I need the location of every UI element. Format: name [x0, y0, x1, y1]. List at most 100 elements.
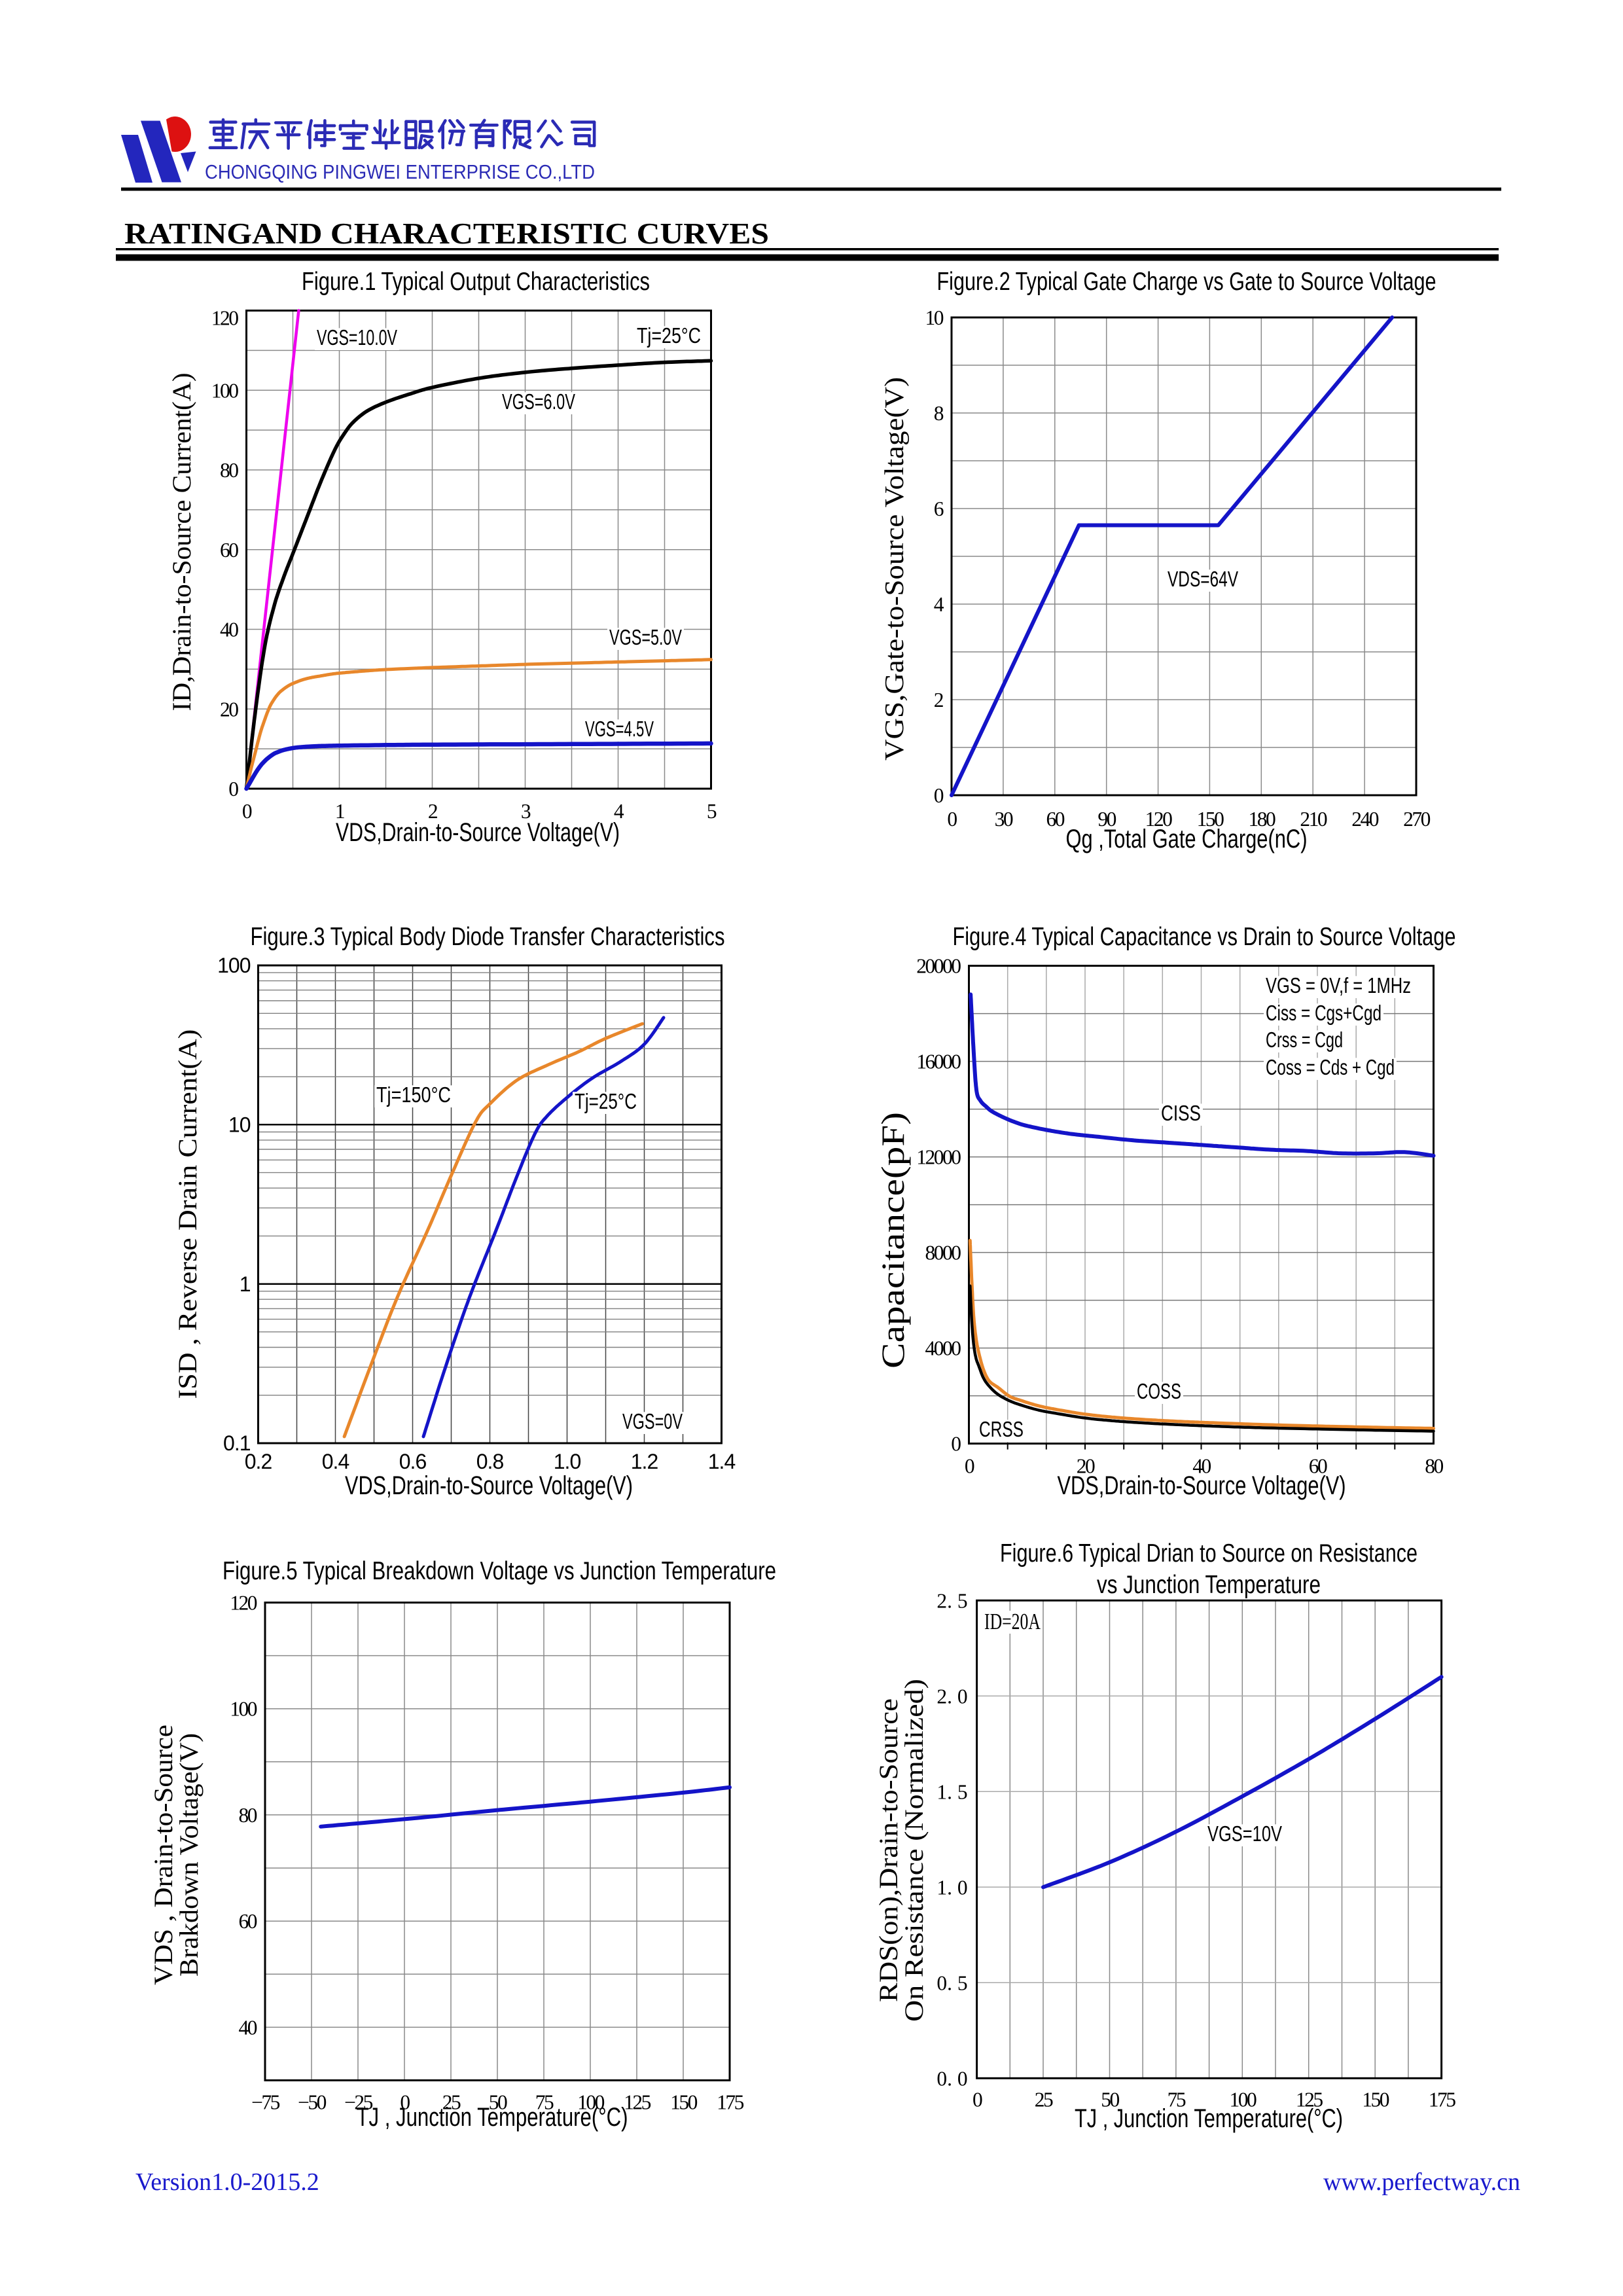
svg-text:50: 50 — [489, 2091, 507, 2114]
svg-text:Brakdown Voltage(V): Brakdown Voltage(V) — [174, 1733, 204, 1977]
svg-text:0. 0: 0. 0 — [936, 2067, 967, 2090]
svg-text:2: 2 — [428, 800, 438, 823]
svg-text:12000: 12000 — [916, 1146, 961, 1169]
svg-text:1.4: 1.4 — [708, 1450, 736, 1473]
svg-text:240: 240 — [1351, 808, 1379, 831]
svg-text:16000: 16000 — [916, 1050, 961, 1073]
svg-text:80: 80 — [1425, 1455, 1443, 1478]
svg-text:TJ , Junction Temperature(°C): TJ , Junction Temperature(°C) — [357, 2103, 628, 2132]
svg-text:VGS=6.0V: VGS=6.0V — [502, 389, 575, 414]
svg-text:100: 100 — [1229, 2088, 1257, 2111]
svg-text:20000: 20000 — [916, 955, 961, 978]
svg-text:80: 80 — [220, 459, 238, 482]
svg-text:0.1: 0.1 — [223, 1431, 251, 1455]
svg-text:30: 30 — [995, 808, 1013, 831]
svg-text:0: 0 — [400, 2091, 410, 2114]
svg-text:60: 60 — [239, 1910, 257, 1933]
svg-text:0: 0 — [242, 800, 252, 823]
svg-text:90: 90 — [1097, 808, 1116, 831]
svg-text:150: 150 — [1197, 808, 1224, 831]
svg-text:Figure.2 Typical Gate Charge v: Figure.2 Typical Gate Charge vs Gate to … — [937, 268, 1436, 296]
svg-text:1.0: 1.0 — [554, 1450, 581, 1473]
svg-text:CRSS: CRSS — [979, 1417, 1024, 1441]
svg-text:−75: −75 — [251, 2091, 280, 2114]
svg-text:VGS,Gate-to-Source Voltage(V): VGS,Gate-to-Source Voltage(V) — [879, 377, 909, 761]
svg-text:Capacitance(pF): Capacitance(pF) — [874, 1112, 911, 1369]
svg-text:TJ , Junction Temperature(°C): TJ , Junction Temperature(°C) — [1075, 2104, 1343, 2133]
svg-text:210: 210 — [1300, 808, 1327, 831]
svg-text:Figure.6 Typical Drian to Sour: Figure.6 Typical Drian to Source on Resi… — [1000, 1539, 1418, 1568]
svg-text:Figure.1 Typical Output Charac: Figure.1 Typical Output Characteristics — [302, 268, 650, 296]
svg-text:0. 5: 0. 5 — [936, 1971, 967, 1994]
svg-text:175: 175 — [717, 2091, 744, 2114]
svg-text:8000: 8000 — [925, 1242, 961, 1265]
svg-text:Coss = Cds + Cgd: Coss = Cds + Cgd — [1266, 1055, 1395, 1079]
svg-text:1: 1 — [335, 800, 344, 823]
svg-text:VGS = 0V,f = 1MHz: VGS = 0V,f = 1MHz — [1266, 973, 1411, 997]
svg-text:0: 0 — [951, 1433, 961, 1456]
svg-text:RATINGAND CHARACTERISTIC CURVE: RATINGAND CHARACTERISTIC CURVES — [124, 217, 769, 250]
svg-text:125: 125 — [624, 2091, 651, 2114]
svg-text:VDS , Drain-to-Source: VDS , Drain-to-Source — [149, 1725, 178, 1985]
svg-text:120: 120 — [211, 307, 239, 330]
svg-text:Figure.3 Typical Body Diode Tr: Figure.3 Typical Body Diode Transfer Cha… — [251, 923, 725, 951]
svg-text:6: 6 — [934, 497, 944, 520]
svg-text:VDS,Drain-to-Source Voltage(V): VDS,Drain-to-Source Voltage(V) — [345, 1471, 633, 1500]
svg-text:ID=20A: ID=20A — [984, 1609, 1041, 1634]
svg-text:25: 25 — [1035, 2088, 1053, 2111]
svg-text:vs Junction Temperature: vs Junction Temperature — [1097, 1571, 1321, 1599]
svg-text:Ciss = Cgs+Cgd: Ciss = Cgs+Cgd — [1266, 1001, 1382, 1025]
svg-text:VDS,Drain-to-Source Voltage(V): VDS,Drain-to-Source Voltage(V) — [336, 818, 620, 847]
svg-text:4000: 4000 — [925, 1337, 961, 1360]
svg-text:ISD , Reverse Drain Current(A): ISD , Reverse Drain Current(A) — [173, 1030, 202, 1399]
svg-text:20: 20 — [220, 698, 238, 721]
svg-text:−50: −50 — [298, 2091, 327, 2114]
svg-text:80: 80 — [239, 1804, 257, 1827]
svg-text:VGS=0V: VGS=0V — [622, 1409, 683, 1433]
svg-text:www.perfectway.cn: www.perfectway.cn — [1323, 2168, 1520, 2196]
svg-text:CISS: CISS — [1161, 1101, 1201, 1125]
svg-text:0: 0 — [947, 808, 957, 831]
svg-text:2: 2 — [934, 689, 944, 711]
svg-text:Figure.4 Typical Capacitance v: Figure.4 Typical Capacitance vs Drain to… — [953, 923, 1456, 951]
svg-text:1: 1 — [240, 1272, 251, 1296]
svg-text:100: 100 — [217, 954, 251, 977]
svg-text:CHONGQING PINGWEI ENTERPRISE C: CHONGQING PINGWEI ENTERPRISE CO.,LTD — [205, 160, 595, 183]
svg-text:100: 100 — [577, 2091, 605, 2114]
svg-text:40: 40 — [220, 619, 238, 641]
svg-text:2. 5: 2. 5 — [936, 1589, 967, 1612]
svg-text:VGS=10.0V: VGS=10.0V — [317, 325, 397, 350]
svg-text:40: 40 — [1192, 1455, 1211, 1478]
svg-text:1. 0: 1. 0 — [936, 1876, 967, 1899]
svg-text:0: 0 — [934, 784, 944, 807]
svg-text:ID,Drain-to-Source Current(A): ID,Drain-to-Source Current(A) — [167, 373, 196, 711]
svg-text:60: 60 — [220, 539, 238, 562]
svg-text:1. 5: 1. 5 — [936, 1780, 967, 1803]
svg-text:75: 75 — [1168, 2088, 1186, 2111]
svg-text:125: 125 — [1296, 2088, 1323, 2111]
svg-text:Qg ,Total Gate Charge(nC): Qg ,Total Gate Charge(nC) — [1066, 825, 1308, 853]
svg-text:10: 10 — [925, 306, 944, 329]
svg-text:0.6: 0.6 — [399, 1450, 427, 1473]
svg-text:Version1.0-2015.2: Version1.0-2015.2 — [135, 2168, 319, 2196]
svg-text:1.2: 1.2 — [631, 1450, 658, 1473]
svg-text:VGS=10V: VGS=10V — [1207, 1821, 1282, 1846]
svg-text:75: 75 — [535, 2091, 554, 2114]
svg-text:3: 3 — [521, 800, 531, 823]
svg-text:Tj=25°C: Tj=25°C — [637, 323, 701, 348]
svg-text:120: 120 — [1145, 808, 1173, 831]
svg-text:150: 150 — [1362, 2088, 1389, 2111]
svg-text:VDS=64V: VDS=64V — [1168, 567, 1238, 591]
svg-text:0: 0 — [965, 1455, 974, 1478]
svg-text:50: 50 — [1101, 2088, 1119, 2111]
svg-text:150: 150 — [670, 2091, 698, 2114]
svg-text:0.4: 0.4 — [322, 1450, 349, 1473]
svg-text:0: 0 — [228, 778, 238, 800]
svg-text:−25: −25 — [344, 2091, 373, 2114]
svg-text:0.2: 0.2 — [245, 1450, 272, 1473]
svg-text:180: 180 — [1248, 808, 1275, 831]
svg-text:40: 40 — [239, 2016, 257, 2039]
svg-text:100: 100 — [230, 1698, 257, 1721]
svg-text:5: 5 — [707, 800, 717, 823]
svg-text:COSS: COSS — [1137, 1379, 1181, 1403]
